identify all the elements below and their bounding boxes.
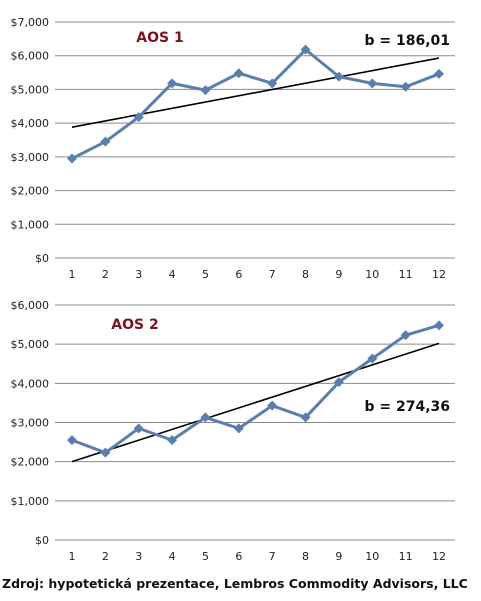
y-tick-label: $2,000 — [11, 185, 50, 198]
data-point — [434, 68, 444, 79]
x-tick-label: 8 — [302, 268, 309, 281]
data-point — [100, 136, 111, 147]
data-point — [367, 78, 378, 89]
x-tick-label: 5 — [202, 268, 209, 281]
data-point — [167, 435, 178, 446]
data-point — [167, 78, 178, 89]
slope-annotation: b = 186,01 — [364, 33, 450, 49]
x-tick-label: 11 — [399, 550, 413, 563]
data-point — [300, 412, 311, 423]
series-line — [71, 48, 440, 160]
x-tick-label: 7 — [269, 268, 276, 281]
y-tick-label: $5,000 — [11, 83, 50, 96]
x-tick-label: 6 — [235, 268, 242, 281]
chart-title: AOS 1 — [136, 30, 183, 46]
slope-annotation: b = 274,36 — [364, 399, 450, 415]
y-tick-label: $7,000 — [11, 16, 50, 29]
x-tick-label: 11 — [399, 268, 413, 281]
data-point — [400, 81, 411, 92]
data-point — [200, 412, 211, 423]
x-tick-label: 1 — [69, 268, 76, 281]
x-tick-label: 3 — [135, 550, 142, 563]
x-tick-label: 10 — [365, 268, 379, 281]
y-tick-label: $5,000 — [11, 338, 50, 351]
x-tick-label: 4 — [169, 268, 176, 281]
series-line — [71, 323, 440, 455]
data-point — [434, 320, 444, 331]
x-tick-label: 6 — [235, 550, 242, 563]
data-point — [100, 447, 111, 458]
x-tick-label: 4 — [169, 550, 176, 563]
data-point — [67, 153, 77, 164]
x-tick-label: 7 — [269, 550, 276, 563]
x-tick-label: 5 — [202, 550, 209, 563]
data-point — [367, 353, 378, 364]
y-tick-label: $3,000 — [11, 151, 50, 164]
y-tick-label: $6,000 — [11, 50, 50, 63]
y-tick-label: $4,000 — [11, 117, 50, 130]
data-point — [133, 423, 144, 434]
y-tick-label: $0 — [35, 252, 49, 265]
data-point — [67, 435, 77, 446]
data-point — [333, 71, 344, 82]
data-point — [267, 400, 278, 411]
trend-line — [71, 342, 440, 463]
data-point — [233, 68, 244, 79]
x-tick-label: 8 — [302, 550, 309, 563]
source-note: Zdroj: hypotetická prezentace, Lembros C… — [2, 576, 468, 591]
y-tick-label: $4,000 — [11, 377, 50, 390]
data-point — [200, 85, 211, 96]
y-tick-label: $6,000 — [11, 299, 50, 312]
x-tick-label: 9 — [335, 268, 342, 281]
x-tick-label: 12 — [432, 268, 446, 281]
y-tick-label: $1,000 — [11, 495, 50, 508]
x-tick-label: 1 — [69, 550, 76, 563]
chart-aos-1: $0 $1,000 $2,000 $3,000 $4,000 $5,000 $6,000 $7… — [11, 16, 455, 281]
y-tick-label: $3,000 — [11, 417, 50, 430]
x-tick-label: 10 — [365, 550, 379, 563]
x-tick-label: 3 — [135, 268, 142, 281]
y-tick-label: $1,000 — [11, 218, 50, 231]
data-point — [133, 112, 144, 123]
y-tick-label: $2,000 — [11, 456, 50, 469]
data-point — [233, 423, 244, 434]
x-tick-label: 2 — [102, 268, 109, 281]
x-tick-label: 12 — [432, 550, 446, 563]
x-tick-label: 2 — [102, 550, 109, 563]
trend-line — [71, 57, 440, 128]
y-tick-label: $0 — [35, 534, 49, 547]
data-point — [267, 78, 278, 89]
data-point — [400, 330, 411, 341]
x-tick-label: 9 — [335, 550, 342, 563]
data-point — [333, 377, 344, 388]
data-point — [300, 44, 311, 55]
chart-title: AOS 2 — [111, 317, 158, 333]
